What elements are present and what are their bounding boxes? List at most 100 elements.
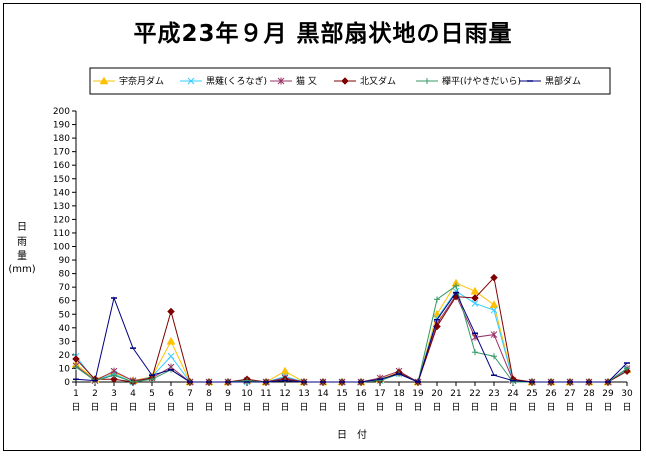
series-layer xyxy=(71,273,632,386)
y-tick-label: 50 xyxy=(59,310,71,320)
x-tick-suffix: 日 xyxy=(204,402,213,413)
y-axis-label: 量 xyxy=(17,250,27,262)
y-tick-label: 70 xyxy=(59,283,71,293)
x-tick-suffix: 日 xyxy=(413,402,422,413)
data-point xyxy=(73,364,79,371)
x-tick-suffix: 日 xyxy=(565,402,574,413)
y-tick-label: 200 xyxy=(53,107,70,117)
x-tick-label: 18 xyxy=(393,389,405,399)
data-point xyxy=(471,294,479,302)
data-point xyxy=(187,77,195,85)
data-point xyxy=(472,349,478,356)
x-tick-label: 11 xyxy=(260,389,271,399)
y-tick-label: 20 xyxy=(59,351,71,361)
data-point xyxy=(490,306,498,314)
y-tick-label: 90 xyxy=(59,256,71,266)
data-point xyxy=(624,365,630,372)
legend-entry: 北又ダム xyxy=(334,75,396,87)
x-tick-label: 20 xyxy=(431,389,443,399)
x-tick-label: 19 xyxy=(412,389,424,399)
y-tick-label: 140 xyxy=(53,188,70,198)
series-宇奈月ダム xyxy=(71,278,632,386)
axes: 0102030405060708090100110120130140150160… xyxy=(53,107,633,413)
x-tick-label: 4 xyxy=(130,389,136,399)
series-line xyxy=(75,291,628,383)
data-point xyxy=(167,307,175,316)
data-point xyxy=(470,286,480,295)
x-tick-suffix: 日 xyxy=(280,402,289,413)
x-tick-suffix: 日 xyxy=(603,402,612,413)
series-黒薙(くろなぎ) xyxy=(72,287,631,386)
x-tick-label: 8 xyxy=(206,389,212,399)
legend-entry: 宇奈月ダム xyxy=(93,75,164,87)
x-tick-suffix: 日 xyxy=(622,402,631,413)
x-tick-suffix: 日 xyxy=(71,402,80,413)
x-tick-suffix: 日 xyxy=(299,402,308,413)
data-point xyxy=(471,333,479,341)
x-tick-label: 25 xyxy=(526,389,537,399)
data-point xyxy=(490,273,498,282)
x-axis-label: 日 付 xyxy=(337,428,367,441)
x-tick-suffix: 日 xyxy=(546,402,555,413)
y-tick-label: 60 xyxy=(59,297,71,307)
y-tick-label: 120 xyxy=(53,215,70,225)
x-tick-suffix: 日 xyxy=(527,402,536,413)
x-tick-label: 7 xyxy=(187,389,193,399)
y-tick-label: 150 xyxy=(53,175,70,185)
series-欅平(けやきだいら) xyxy=(73,282,630,385)
data-point xyxy=(167,352,175,360)
legend-entry: 黒薙(くろなぎ) xyxy=(180,75,267,87)
data-point xyxy=(99,76,109,85)
y-axis-label: (mm) xyxy=(8,264,35,275)
legend-label: 猫 又 xyxy=(296,75,317,87)
x-tick-label: 5 xyxy=(149,389,155,399)
y-axis-label: 日 xyxy=(17,222,27,233)
x-tick-label: 30 xyxy=(621,389,633,399)
x-tick-suffix: 日 xyxy=(185,402,194,413)
x-tick-label: 27 xyxy=(564,389,575,399)
y-tick-label: 110 xyxy=(53,229,70,239)
data-point xyxy=(471,300,479,307)
x-tick-suffix: 日 xyxy=(584,402,593,413)
y-tick-label: 130 xyxy=(53,202,70,212)
x-tick-suffix: 日 xyxy=(147,402,156,413)
x-tick-label: 26 xyxy=(545,389,557,399)
x-tick-label: 14 xyxy=(317,389,329,399)
x-tick-label: 2 xyxy=(92,389,98,399)
x-tick-label: 9 xyxy=(225,389,231,399)
x-tick-label: 22 xyxy=(469,389,480,399)
x-tick-suffix: 日 xyxy=(508,402,517,413)
legend-label: 黒部ダム xyxy=(545,75,581,87)
x-tick-label: 3 xyxy=(111,389,117,399)
series-line xyxy=(75,282,628,383)
data-point xyxy=(110,375,118,384)
x-tick-suffix: 日 xyxy=(261,402,270,413)
legend: 宇奈月ダム 黒薙(くろなぎ) 猫 又 北又ダム 欅平(けやきだいら) 黒部ダム xyxy=(89,67,611,95)
y-tick-label: 80 xyxy=(59,270,71,280)
series-line xyxy=(75,284,628,383)
data-point xyxy=(130,379,136,385)
legend-label: 宇奈月ダム xyxy=(119,75,164,87)
x-tick-label: 24 xyxy=(507,389,519,399)
series-line xyxy=(75,290,628,383)
data-point xyxy=(489,300,499,309)
x-tick-label: 28 xyxy=(583,389,595,399)
x-tick-label: 6 xyxy=(168,389,174,399)
x-tick-suffix: 日 xyxy=(223,402,232,413)
legend-entry: 猫 又 xyxy=(270,75,317,87)
x-tick-suffix: 日 xyxy=(242,402,251,413)
x-tick-suffix: 日 xyxy=(451,402,460,413)
data-point xyxy=(72,355,80,363)
x-tick-label: 15 xyxy=(336,389,347,399)
y-tick-label: 170 xyxy=(53,148,70,158)
x-tick-suffix: 日 xyxy=(375,402,384,413)
y-tick-label: 190 xyxy=(53,121,70,131)
axis-labels: 日雨量(mm)日 付 xyxy=(8,222,367,441)
x-tick-suffix: 日 xyxy=(489,402,498,413)
data-point xyxy=(280,366,290,375)
y-tick-label: 10 xyxy=(59,364,71,374)
x-tick-label: 16 xyxy=(355,389,367,399)
data-point xyxy=(490,331,498,339)
x-tick-suffix: 日 xyxy=(356,402,365,413)
